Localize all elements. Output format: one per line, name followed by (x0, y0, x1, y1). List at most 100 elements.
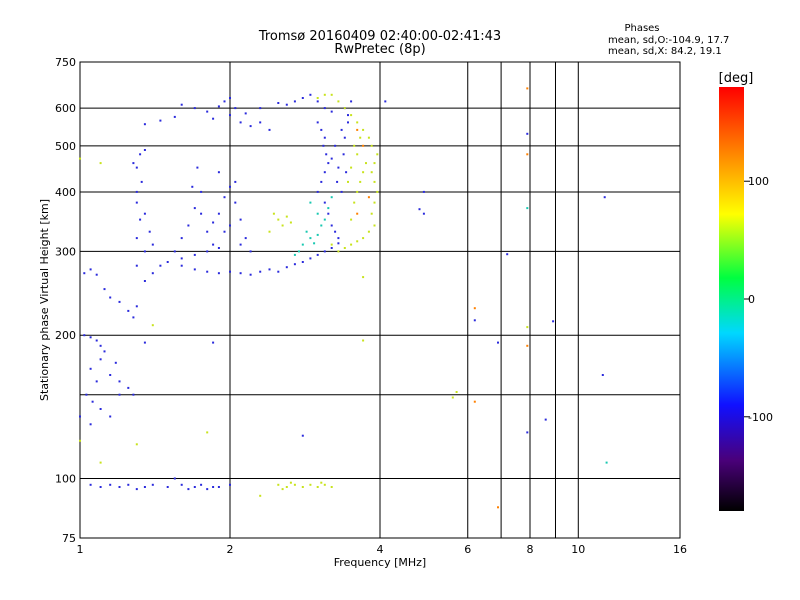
y-axis-label: Stationary phase Virtual Height [km] (38, 199, 51, 401)
data-point (132, 162, 135, 165)
data-point (373, 162, 376, 165)
data-point (143, 280, 146, 282)
data-point (99, 461, 102, 464)
data-point (143, 250, 146, 253)
y-axis-ticks: 75 100 200 300 400 500 600 750 (55, 56, 76, 545)
data-point (337, 237, 340, 240)
data-point (301, 261, 304, 263)
data-point (473, 319, 476, 322)
data-point (330, 110, 333, 113)
data-point (193, 107, 196, 110)
data-point (293, 483, 296, 486)
data-point (89, 336, 92, 339)
data-point (79, 157, 81, 160)
data-point (135, 237, 138, 240)
data-point (330, 93, 333, 96)
stats-heading: Phases (624, 23, 659, 34)
data-point (526, 132, 529, 135)
data-point (350, 243, 353, 246)
data-point (99, 344, 102, 347)
data-point (337, 166, 340, 169)
data-point (370, 212, 373, 215)
data-point (316, 212, 319, 215)
data-point (89, 367, 92, 370)
data-point (353, 201, 356, 204)
data-point (340, 190, 343, 193)
data-point (118, 380, 121, 383)
data-point (180, 237, 183, 240)
data-point (289, 221, 292, 224)
data-point (196, 166, 199, 169)
data-point (239, 121, 242, 124)
y-tick-label: 100 (55, 473, 76, 486)
data-point (356, 240, 359, 243)
data-point (370, 171, 373, 174)
data-point (118, 486, 121, 488)
data-point (362, 339, 365, 342)
data-point (135, 488, 138, 491)
data-point (229, 185, 231, 188)
data-point (151, 272, 154, 275)
y-tick-label: 500 (55, 140, 76, 153)
data-point (143, 212, 146, 215)
y-tick-label: 300 (55, 245, 76, 258)
data-point (323, 250, 326, 253)
data-point (281, 224, 284, 227)
data-point (95, 339, 98, 342)
data-point (347, 114, 349, 117)
data-point (268, 268, 271, 271)
data-point (212, 486, 215, 488)
data-point (259, 270, 262, 273)
data-point (180, 264, 183, 267)
data-point (293, 263, 296, 266)
data-point (362, 276, 365, 279)
data-point (320, 180, 323, 183)
data-point (151, 483, 154, 486)
data-point (285, 266, 288, 269)
data-point (330, 247, 333, 249)
data-point (347, 180, 349, 183)
data-point (455, 391, 458, 393)
data-point (193, 268, 196, 271)
colorbar-label: [deg] (719, 71, 754, 86)
data-point (89, 483, 92, 486)
x-tick-label: 8 (527, 543, 534, 556)
data-point (325, 153, 328, 156)
data-point (320, 481, 323, 484)
data-point (293, 100, 296, 103)
data-point (526, 431, 529, 434)
data-point (259, 494, 262, 497)
data-point (418, 208, 421, 211)
data-point (362, 171, 365, 174)
data-point (83, 272, 86, 275)
data-point (132, 393, 135, 396)
data-point (200, 483, 203, 486)
data-point (323, 93, 326, 96)
data-point (316, 121, 319, 124)
data-point (206, 488, 209, 491)
data-point (323, 201, 326, 204)
data-point (272, 212, 275, 215)
data-point (309, 201, 312, 204)
data-point (143, 341, 146, 344)
data-point (350, 100, 353, 103)
data-point (99, 408, 102, 410)
data-point (320, 224, 323, 227)
data-point (313, 242, 316, 245)
data-point (212, 117, 215, 120)
data-point (316, 100, 319, 103)
data-point (217, 486, 220, 488)
data-point (605, 461, 608, 464)
data-point (206, 270, 209, 273)
data-point (322, 144, 325, 147)
data-point (234, 107, 237, 110)
data-point (336, 180, 339, 183)
data-point (285, 215, 288, 218)
data-point (85, 393, 88, 396)
data-point (89, 423, 92, 426)
data-point (323, 483, 326, 486)
data-point (244, 237, 247, 240)
data-point (345, 171, 348, 174)
data-point (234, 180, 237, 183)
data-point (337, 100, 340, 103)
